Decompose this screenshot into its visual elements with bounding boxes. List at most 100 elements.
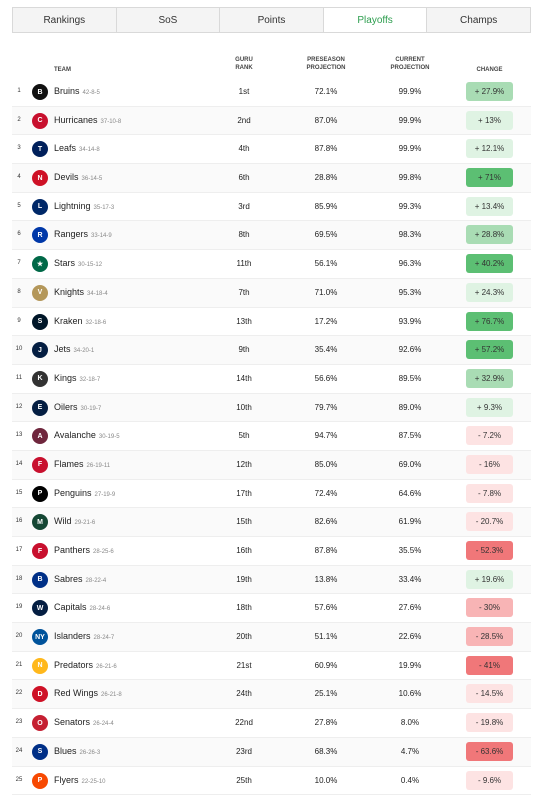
change-badge: + 71% (466, 168, 513, 187)
rank-number: 3 (14, 135, 24, 163)
guru-rank: 14th (227, 365, 261, 393)
rank-number: 17 (14, 537, 24, 565)
team-record: 26-24-4 (93, 721, 114, 727)
header-preseason: PRESEASON PROJECTION (298, 56, 354, 72)
team-record: 37-10-8 (101, 119, 122, 125)
rank-number: 9 (14, 308, 24, 336)
header-change: CHANGE (466, 66, 513, 74)
sabres-logo-icon: B (32, 572, 48, 588)
tab-points[interactable]: Points (220, 8, 324, 32)
rank-number: 24 (14, 738, 24, 766)
change-badge: - 7.2% (466, 426, 513, 445)
guru-rank: 7th (227, 279, 261, 307)
team-label: Senators (54, 717, 90, 727)
change-badge: - 30% (466, 598, 513, 617)
tab-rankings[interactable]: Rankings (13, 8, 117, 32)
rank-number: 14 (14, 451, 24, 479)
current-projection: 69.0% (392, 451, 428, 479)
preseason-projection: 79.7% (308, 394, 344, 422)
change-badge: - 41% (466, 656, 513, 675)
rank-number: 6 (14, 221, 24, 249)
team-label: Red Wings (54, 688, 98, 698)
current-projection: 4.7% (392, 738, 428, 766)
rank-number: 8 (14, 279, 24, 307)
tab-playoffs[interactable]: Playoffs (324, 8, 428, 32)
preseason-projection: 85.9% (308, 193, 344, 221)
guru-rank: 4th (227, 135, 261, 163)
tab-champs[interactable]: Champs (427, 8, 530, 32)
team-record: 26-21-8 (101, 692, 122, 698)
guru-rank: 5th (227, 422, 261, 450)
preseason-projection: 57.6% (308, 594, 344, 622)
guru-rank: 13th (227, 308, 261, 336)
header-guru-rank: GURU RANK (227, 56, 261, 72)
tab-sos[interactable]: SoS (117, 8, 221, 32)
team-record: 30-19-7 (81, 406, 102, 412)
current-projection: 87.5% (392, 422, 428, 450)
islanders-logo-icon: NY (32, 629, 48, 645)
rank-number: 15 (14, 480, 24, 508)
guru-rank: 12th (227, 451, 261, 479)
team-label: Islanders (54, 631, 91, 641)
team-label: Oilers (54, 402, 78, 412)
capitals-logo-icon: W (32, 600, 48, 616)
change-badge: + 19.6% (466, 570, 513, 589)
preseason-projection: 25.1% (308, 680, 344, 708)
team-record: 32-18-6 (86, 320, 107, 326)
current-projection: 8.0% (392, 709, 428, 737)
change-badge: + 13.4% (466, 197, 513, 216)
preseason-projection: 27.8% (308, 709, 344, 737)
rangers-logo-icon: R (32, 227, 48, 243)
